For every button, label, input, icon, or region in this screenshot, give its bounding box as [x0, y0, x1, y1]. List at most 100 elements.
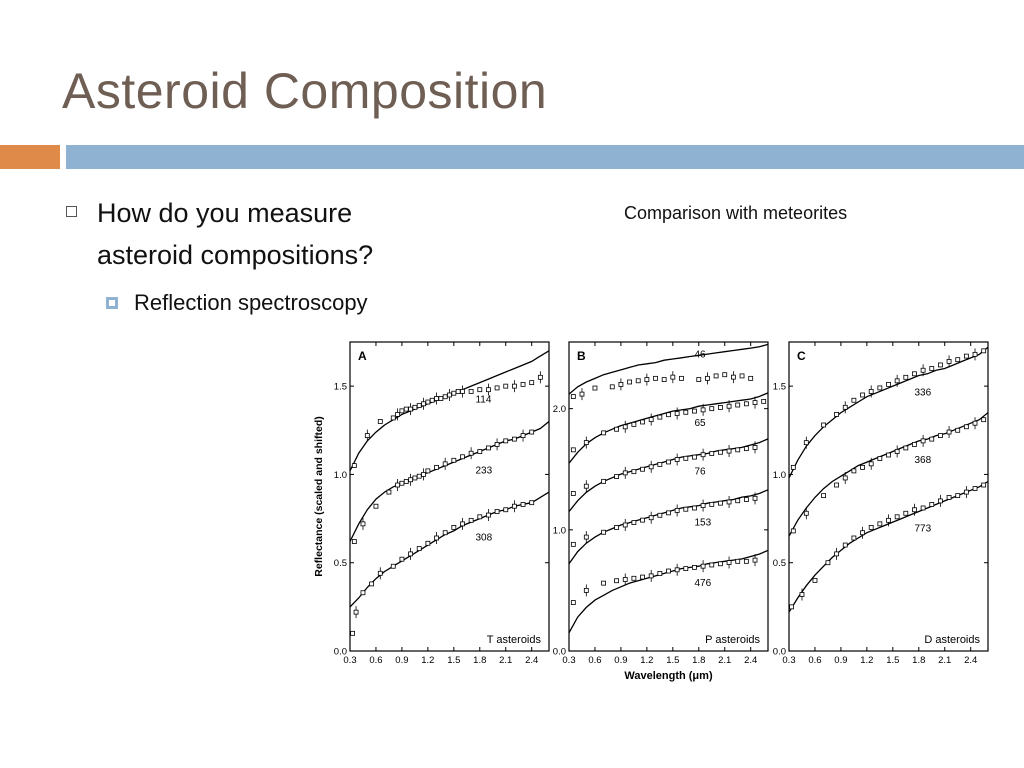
- panel-c: 0.3 0.6 0.9 1.2 1.5 1.8 2.1 2.4 0.0 0.5 1.0 1.5 C D a…: [773, 341, 989, 666]
- y-tick-label: 1.5: [334, 382, 347, 393]
- data-point: [373, 503, 379, 509]
- data-point: [657, 512, 663, 518]
- panel-frame: [349, 341, 550, 652]
- data-point: [955, 427, 961, 433]
- data-point: [718, 561, 723, 567]
- data-point: [799, 592, 805, 597]
- data-point: [920, 505, 926, 511]
- x-tick-label: 0.9: [614, 655, 627, 666]
- data-point: [477, 514, 483, 520]
- data-point: [718, 500, 723, 506]
- data-point: [395, 411, 400, 417]
- data-point: [644, 377, 650, 382]
- data-point: [429, 397, 435, 403]
- data-point: [903, 374, 909, 380]
- data-point: [631, 469, 637, 475]
- data-point: [860, 530, 865, 536]
- x-tick-label: 1.5: [666, 655, 679, 666]
- x-tick-label: 0.3: [562, 655, 575, 666]
- meteorite-spectrum-line: [568, 343, 769, 395]
- data-point: [399, 480, 405, 486]
- x-tick-label: 0.6: [369, 655, 382, 666]
- data-point: [648, 573, 654, 579]
- data-point: [570, 600, 576, 605]
- x-tick-label: 1.8: [912, 655, 925, 666]
- data-point: [834, 482, 839, 488]
- data-point: [735, 402, 741, 408]
- data-point: [520, 502, 526, 507]
- data-point: [477, 387, 483, 393]
- data-point: [692, 408, 697, 414]
- x-tick-label: 2.4: [744, 655, 757, 666]
- data-point: [425, 399, 431, 405]
- data-point: [353, 609, 359, 615]
- x-tick-label: 2.4: [964, 655, 977, 666]
- data-point: [369, 581, 375, 587]
- accent-bar-blue: [66, 145, 1024, 169]
- data-point: [821, 422, 827, 428]
- data-point: [601, 529, 607, 535]
- y-tick-label: 0.0: [334, 647, 347, 658]
- data-point: [412, 475, 418, 481]
- data-point: [851, 468, 857, 474]
- x-tick-label: 0.9: [395, 655, 408, 666]
- data-point: [468, 517, 474, 523]
- data-point: [912, 507, 917, 513]
- data-point: [583, 534, 589, 540]
- data-point: [529, 380, 535, 386]
- data-point: [635, 378, 641, 384]
- data-point: [494, 509, 500, 514]
- series-76: 76: [568, 438, 769, 513]
- series-label: 76: [694, 467, 706, 478]
- data-point: [700, 563, 706, 569]
- data-point: [666, 412, 671, 418]
- data-point: [399, 556, 405, 562]
- data-point: [912, 442, 917, 447]
- data-point: [790, 464, 796, 470]
- data-point: [377, 570, 383, 576]
- data-point: [460, 521, 465, 527]
- bullet-square-icon: [66, 206, 77, 217]
- data-point: [416, 546, 422, 551]
- bullet-text-2: Reflection spectroscopy: [134, 290, 368, 315]
- x-tick-label: 2.1: [718, 655, 731, 666]
- meteorite-spectrum-line: [349, 491, 550, 608]
- data-point: [438, 396, 444, 401]
- series-153: 153: [568, 489, 769, 565]
- y-tick-label: 1.0: [773, 470, 786, 481]
- data-point: [421, 401, 426, 407]
- data-point: [395, 482, 400, 488]
- data-point: [666, 510, 671, 516]
- y-tick-label: 1.5: [773, 382, 786, 393]
- data-point: [666, 568, 671, 574]
- data-point: [972, 486, 978, 491]
- series-label: 233: [475, 465, 492, 476]
- y-tick-label: 1.0: [553, 525, 566, 536]
- y-tick-label: 2.0: [553, 404, 566, 415]
- data-point: [705, 375, 710, 381]
- data-point: [886, 452, 891, 458]
- data-point: [955, 357, 961, 363]
- data-point: [761, 398, 767, 404]
- data-point: [592, 385, 598, 391]
- data-point: [640, 574, 645, 580]
- panel-class-label: D asteroids: [924, 634, 980, 646]
- data-point: [657, 414, 663, 420]
- data-point: [790, 528, 796, 534]
- accent-bar-orange: [0, 145, 60, 169]
- data-point: [700, 407, 706, 413]
- data-point: [622, 522, 628, 528]
- data-point: [451, 457, 457, 463]
- data-point: [460, 389, 465, 394]
- data-point: [834, 411, 839, 417]
- x-tick-label: 0.3: [782, 655, 795, 666]
- data-point: [511, 503, 517, 509]
- figure-caption: Comparison with meteorites: [624, 203, 848, 223]
- data-point: [718, 449, 723, 455]
- panel-b: 0.3 0.6 0.9 1.2 1.5 1.8 2.1 2.4 0.0 1.0 2.0 B P aste…: [553, 341, 769, 682]
- series-476: 476: [568, 549, 769, 634]
- data-point: [700, 503, 706, 508]
- data-point: [920, 438, 926, 444]
- data-point: [529, 429, 535, 435]
- data-point: [614, 474, 619, 479]
